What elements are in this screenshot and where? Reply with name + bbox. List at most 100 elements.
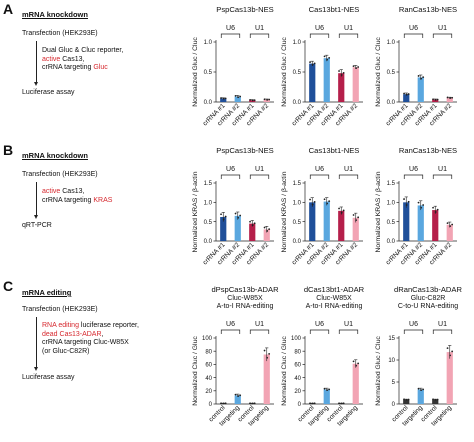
bar — [432, 399, 439, 404]
flow-line-b — [36, 182, 37, 216]
data-point — [417, 201, 420, 204]
y-tick-label: 0.0 — [293, 239, 302, 245]
y-tick-label: 20 — [205, 389, 212, 395]
bar — [309, 202, 316, 241]
data-point — [249, 402, 251, 405]
data-point — [352, 65, 355, 68]
y-tick-label: 0.5 — [204, 70, 213, 76]
chart-b-cas13bt1: Cas13bt1-NES Normalized KRAS / β-actin 0.0… — [281, 146, 363, 266]
data-point — [405, 398, 408, 401]
data-point — [237, 216, 240, 219]
step-text: , — [101, 330, 104, 338]
y-tick-label: 1.5 — [387, 181, 396, 187]
bar — [403, 202, 410, 241]
y-tick-label: 10 — [388, 358, 395, 364]
bar — [234, 215, 241, 241]
y-tick-label: 0 — [392, 402, 396, 408]
y-tick-label: 1.0 — [204, 40, 213, 46]
data-point — [326, 389, 329, 392]
group-bracket — [249, 174, 270, 179]
bar — [446, 97, 453, 102]
data-point — [417, 387, 420, 390]
y-tick-label: 1.0 — [387, 201, 396, 207]
group-bracket — [249, 329, 270, 334]
step-text: crRNA targeting — [42, 64, 94, 71]
chart-title: Cas13bt1-NES — [309, 146, 360, 155]
group-bracket — [338, 33, 359, 38]
data-point — [224, 215, 227, 218]
flow-arrow-b — [33, 215, 38, 219]
data-point — [309, 61, 311, 64]
data-point — [340, 402, 343, 405]
data-point — [420, 77, 423, 80]
y-tick-label: 0.5 — [387, 220, 396, 226]
data-point — [326, 58, 329, 61]
data-point — [405, 204, 408, 206]
data-point — [451, 350, 454, 353]
step-line: crRNA targeting Cluc-W85X — [42, 339, 139, 348]
y-tick-label: 0.0 — [204, 239, 213, 245]
data-point — [311, 402, 314, 405]
chart-title: PspCas13b-NES — [216, 5, 273, 14]
data-point — [237, 395, 240, 397]
step-text: crRNA targeting Cluc-W85X — [42, 339, 129, 346]
step-text: Cas13, — [60, 188, 85, 195]
data-point — [251, 224, 254, 227]
bar — [446, 352, 453, 404]
group-bracket — [220, 174, 241, 179]
y-axis-label: Normalized KRAS / β-actin — [375, 171, 382, 252]
group-label: U1 — [255, 166, 264, 173]
data-point — [436, 98, 439, 101]
y-tick-label: 60 — [294, 363, 301, 369]
bar — [323, 58, 330, 102]
data-point — [405, 93, 408, 96]
group-bracket — [432, 33, 453, 38]
data-point — [239, 95, 242, 98]
bar — [338, 73, 345, 102]
data-point — [313, 402, 316, 405]
group-label: U6 — [409, 25, 418, 32]
chart-title: C-to-U RNA-editing — [398, 303, 458, 310]
step-readout-a: Luciferase assay — [22, 89, 75, 96]
bar — [220, 217, 227, 241]
data-point — [249, 220, 251, 223]
data-point — [407, 398, 410, 401]
data-point — [220, 213, 222, 216]
chart-title: dCas13bt1-ADAR — [304, 285, 365, 294]
data-point — [309, 198, 311, 201]
chart-title: PspCas13b-NES — [216, 146, 273, 155]
data-point — [249, 98, 251, 101]
step-readout-b: qRT-PCR — [22, 222, 52, 229]
group-bracket — [432, 174, 453, 179]
highlighted-text: RNA editing — [42, 322, 79, 329]
data-point — [338, 207, 340, 210]
highlighted-text: Gluc — [93, 64, 108, 71]
step-reagents-c: RNA editing luciferase reporter, dead Cas… — [42, 322, 139, 356]
group-label: U1 — [438, 321, 447, 328]
group-label: U6 — [315, 321, 324, 328]
bar — [309, 63, 316, 102]
group-label: U1 — [255, 321, 264, 328]
bar — [352, 363, 359, 404]
data-point — [434, 99, 437, 101]
data-point — [446, 96, 449, 99]
y-tick-label: 80 — [205, 349, 212, 355]
y-tick-label: 60 — [205, 363, 212, 369]
data-point — [268, 98, 271, 101]
group-bracket — [220, 329, 241, 334]
flow-arrow-a — [33, 82, 38, 86]
highlighted-text: dead Cas13-ADAR — [42, 330, 102, 338]
data-point — [403, 398, 405, 401]
data-point — [234, 393, 237, 396]
data-point — [311, 63, 314, 66]
data-point — [234, 212, 237, 215]
data-point — [326, 202, 329, 205]
bar — [234, 395, 241, 404]
group-bracket — [403, 329, 424, 334]
group-label: U1 — [344, 321, 353, 328]
group-bracket — [249, 33, 270, 38]
group-bracket — [403, 33, 424, 38]
panel-letter-a: A — [3, 1, 14, 17]
step-line: Dual Gluc & Cluc reporter, — [42, 47, 123, 56]
y-tick-label: 0.0 — [387, 239, 396, 245]
